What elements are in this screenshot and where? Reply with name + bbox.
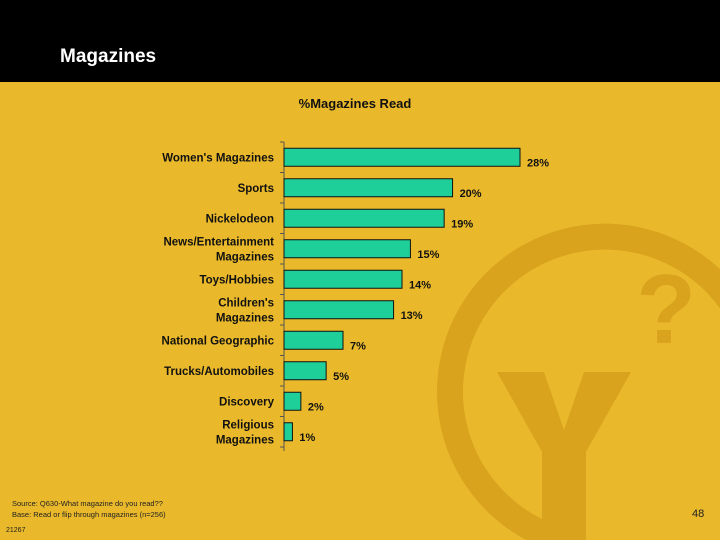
page-number: 48 — [692, 508, 705, 520]
category-label: News/Entertainment — [163, 236, 274, 248]
value-label: 7% — [350, 340, 366, 352]
category-label: Nickelodeon — [206, 213, 274, 225]
bar — [283, 361, 327, 381]
category-label: Magazines — [216, 251, 274, 263]
bar — [283, 239, 411, 259]
category-label: National Geographic — [162, 335, 275, 347]
value-label: 20% — [460, 188, 482, 200]
category-label: Sports — [238, 183, 274, 195]
bar — [283, 300, 395, 320]
category-label: Trucks/Automobiles — [164, 366, 274, 378]
value-label: 15% — [417, 249, 439, 261]
category-label: Discovery — [219, 396, 275, 408]
bar — [283, 330, 344, 350]
value-label: 5% — [333, 371, 349, 383]
value-label: 2% — [308, 401, 324, 413]
value-label: 14% — [409, 279, 431, 291]
bar — [283, 208, 445, 228]
category-label: Women's Magazines — [162, 152, 274, 164]
value-label: 28% — [527, 157, 549, 169]
slide-title: Magazines — [60, 46, 157, 67]
category-label: Magazines — [216, 312, 274, 324]
bar — [283, 422, 293, 442]
value-label: 1% — [299, 432, 315, 444]
source-note: Source: Q630-What magazine do you read??… — [12, 498, 166, 520]
category-label: Religious — [222, 419, 274, 431]
source-line: Source: Q630-What magazine do you read?? — [12, 499, 163, 508]
slide-code: 21267 — [6, 527, 26, 534]
value-label: 13% — [401, 310, 423, 322]
base-line: Base: Read or flip through magazines (n=… — [12, 510, 166, 519]
value-label: 19% — [451, 218, 473, 230]
category-label: Toys/Hobbies — [199, 274, 274, 286]
bar — [283, 178, 454, 198]
slide-header: Magazines — [0, 0, 720, 82]
category-label: Children's — [218, 297, 274, 309]
chart-title: %Magazines Read — [299, 96, 412, 111]
bar — [283, 269, 403, 289]
bar — [283, 147, 521, 167]
bar — [283, 391, 302, 411]
category-label: Magazines — [216, 434, 274, 446]
